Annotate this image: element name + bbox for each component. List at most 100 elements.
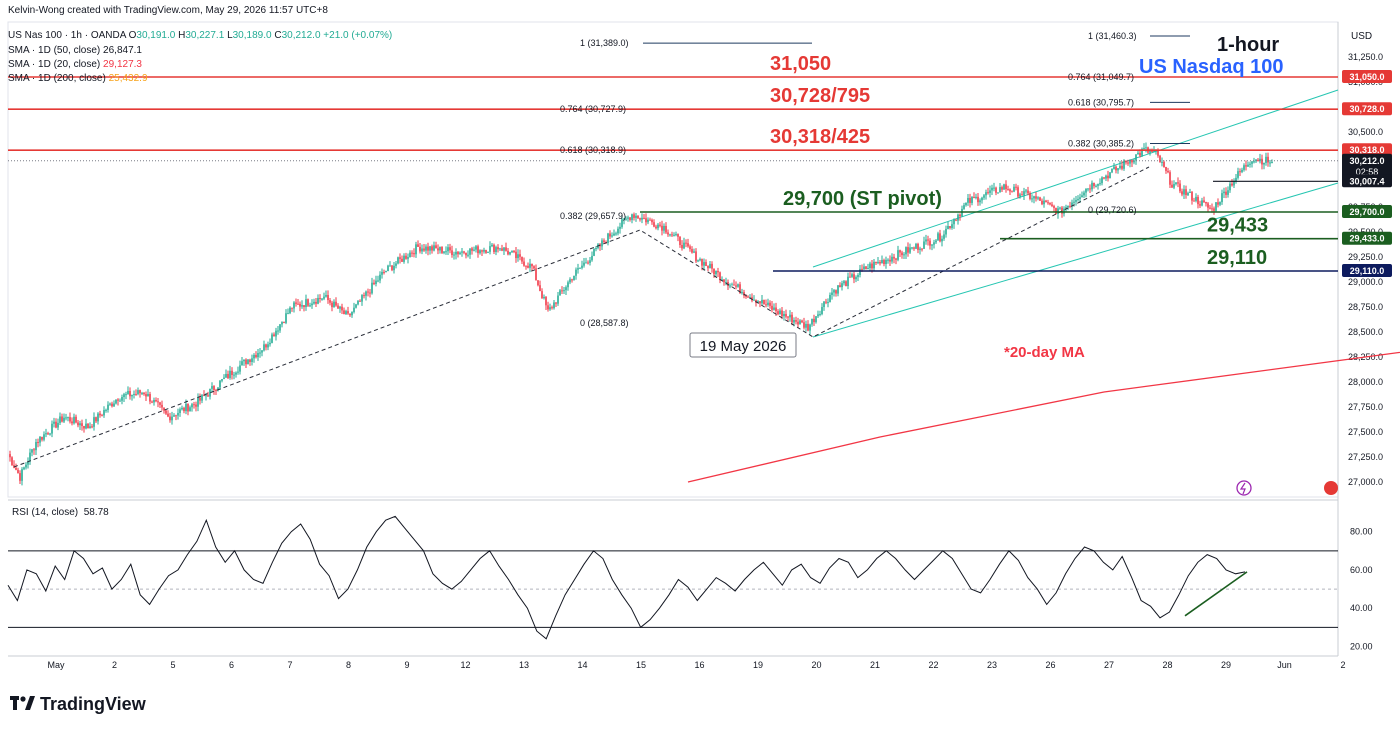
candle-body [1267,156,1269,163]
candle-body [1045,200,1047,203]
candle-body [361,295,363,302]
candle-body [589,260,591,263]
candle-body [425,246,427,251]
candle-body [1053,206,1055,208]
indicator-sma200[interactable]: SMA · 1D (200, close) 25,432.9 [8,73,148,84]
candle-body [61,416,63,422]
currency-label[interactable]: USD [1351,31,1373,42]
candle-body [201,395,203,401]
candle-body [1121,165,1123,169]
candle-body [1221,193,1223,203]
candle-body [115,399,117,404]
candle-body [55,421,57,428]
candle-body [829,294,831,303]
candle-body [889,259,891,262]
candle-body [119,400,121,402]
candle-body [1023,191,1025,196]
candle-body [389,265,391,267]
candle-body [179,409,181,413]
candle-body [777,311,779,315]
candle-body [191,404,193,408]
candle-body [1081,195,1083,198]
candle-body [611,235,613,237]
candle-body [899,250,901,253]
candle-body [521,256,523,262]
candle-body [871,263,873,269]
candle-body [175,415,177,417]
candle-body [159,402,161,405]
candle-body [263,344,265,351]
time-axis-tick: 23 [987,660,997,670]
price-axis-tick: 29,000.0 [1348,277,1383,287]
candle-body [1243,165,1245,170]
price-axis-tick: 31,250.0 [1348,52,1383,62]
candle-body [579,267,581,269]
candle-body [715,270,717,275]
level-tag-4: 29,433.0 [1349,234,1384,244]
candle-body [1259,158,1261,162]
candle-body [221,379,223,381]
candle-body [1015,186,1017,188]
candle-body [895,258,897,260]
indicator-sma50[interactable]: SMA · 1D (50, close) 26,847.1 [8,45,142,56]
candle-body [145,394,147,397]
candle-body [567,282,569,288]
candle-body [1011,191,1013,193]
candle-body [275,330,277,337]
candle-body [113,403,115,407]
candle-body [1211,208,1213,210]
candle-body [59,416,61,423]
candle-body [669,234,671,236]
candle-body [111,403,113,407]
candle-body [1103,177,1105,179]
candle-body [1021,194,1023,196]
candle-body [1139,152,1141,156]
candle-body [555,302,557,304]
candle-body [869,263,871,269]
date-callout-box [689,332,797,358]
fib-label-6: 0.764 (31,049.7) [1068,72,1134,82]
rsi-legend[interactable]: RSI (14, close) 58.78 [12,507,109,518]
candle-body [659,224,661,226]
candle-body [1169,172,1171,185]
candle-body [705,262,707,266]
candle-body [485,249,487,253]
candle-body [461,251,463,253]
candle-body [711,263,713,269]
candle-body [911,247,913,249]
candle-body [835,290,837,294]
candle-body [827,302,829,304]
candle-body [735,285,737,287]
candles-group [9,142,1273,486]
candle-body [333,301,335,308]
level-tag-bg-2 [1342,143,1392,157]
candle-body [621,219,623,227]
rsi-axis-tick: 20.00 [1350,641,1373,651]
candle-body [83,426,85,429]
candle-body [121,397,123,401]
candle-body [635,215,637,218]
candle-body [271,334,273,343]
candle-body [331,302,333,308]
candle-body [467,254,469,256]
candle-body [513,251,515,253]
candle-body [1185,189,1187,196]
candle-body [279,324,281,331]
candle-body [675,234,677,236]
candle-body [841,283,843,288]
level-tag-bg-5 [1342,264,1392,277]
candle-body [1141,148,1143,156]
candle-body [745,295,747,297]
attribution-text: Kelvin-Wong created with TradingView.com… [8,5,328,16]
candle-body [81,423,83,427]
candle-body [537,280,539,286]
candle-body [741,292,743,294]
price-pane-frame [7,21,1339,498]
candle-body [411,252,413,254]
tradingview-logo[interactable]: TradingView [10,694,146,715]
indicator-sma20[interactable]: SMA · 1D (20, close) 29,127.3 [8,59,142,70]
candle-body [725,282,727,284]
candle-body [875,261,877,264]
candle-body [901,252,903,256]
candle-body [973,196,975,199]
